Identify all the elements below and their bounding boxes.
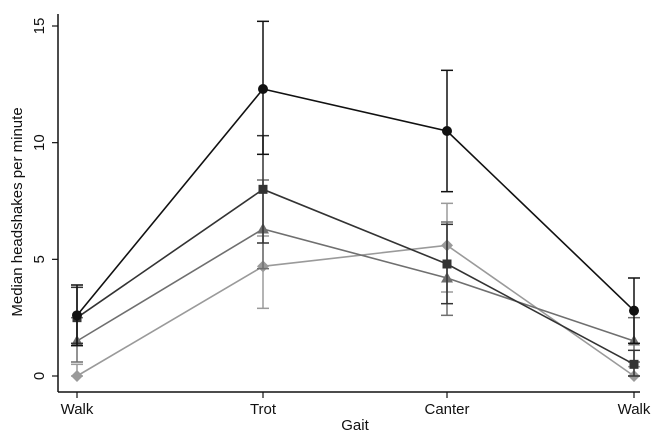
data-point (258, 84, 268, 94)
y-tick-label: 0 (31, 372, 48, 380)
y-tick-label: 5 (31, 255, 48, 263)
plot-area (57, 14, 640, 393)
series-line (76, 228, 635, 342)
x-tick-label: Walk (618, 401, 651, 418)
series-triangle (71, 179, 640, 363)
x-tick-label: Walk (61, 401, 94, 418)
y-axis: 0 5 10 15 (31, 18, 58, 380)
x-tick-label: Trot (250, 401, 277, 418)
data-point (442, 126, 452, 136)
data-point (258, 184, 268, 194)
data-point (72, 310, 82, 321)
x-tick-label: Canter (424, 401, 469, 418)
series-layer (71, 20, 640, 382)
y-axis-label: Median headshakes per minute (9, 107, 26, 316)
series-line (76, 88, 635, 316)
series-line (76, 244, 635, 377)
data-point (442, 259, 452, 269)
data-point (71, 370, 83, 382)
y-tick-label: 10 (31, 134, 48, 151)
x-axis-label: Gait (341, 417, 369, 434)
y-tick-label: 15 (31, 18, 48, 35)
series-line (76, 188, 635, 366)
data-point (629, 359, 639, 369)
series-circle (71, 20, 640, 347)
data-point (629, 305, 639, 316)
x-axis: Walk Trot Canter Walk (61, 392, 651, 418)
